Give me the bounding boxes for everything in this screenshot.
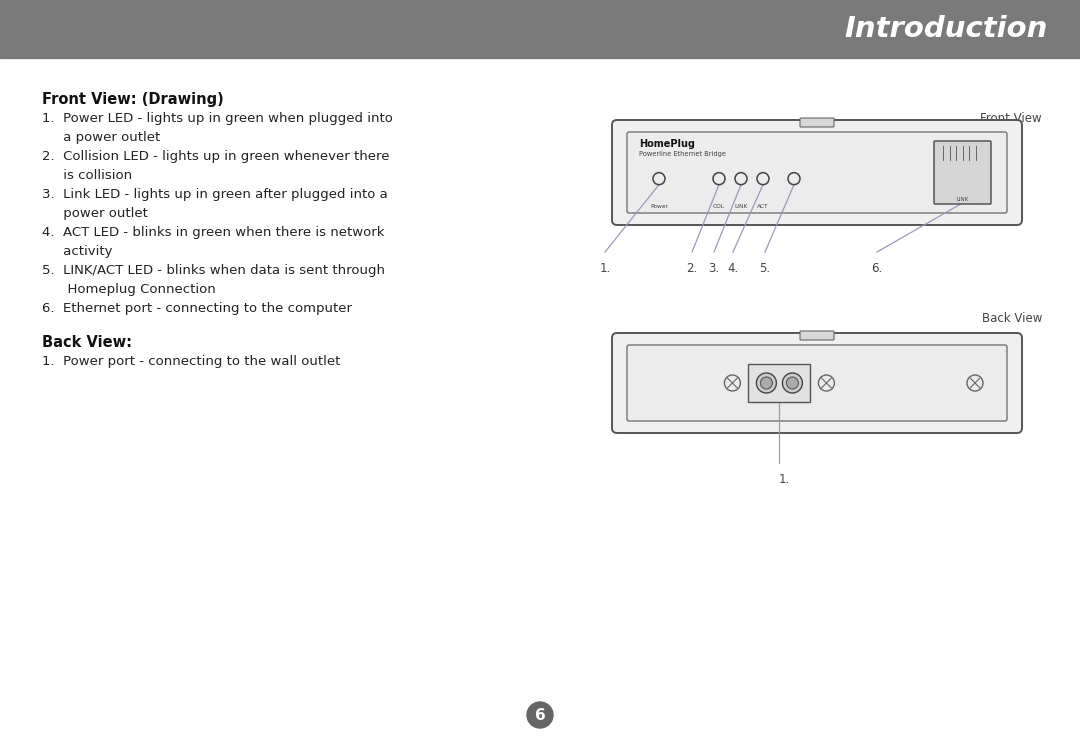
Text: LINK: LINK [734, 204, 747, 209]
Text: 6: 6 [535, 707, 545, 722]
Circle shape [782, 373, 802, 393]
Text: Introduction: Introduction [845, 15, 1048, 43]
Text: COL: COL [713, 204, 725, 209]
Text: HomePlug: HomePlug [639, 139, 696, 149]
Bar [748, 364, 810, 402]
FancyBboxPatch shape [612, 120, 1022, 225]
Text: 6.  Ethernet port - connecting to the computer: 6. Ethernet port - connecting to the com… [42, 302, 352, 315]
FancyBboxPatch shape [934, 141, 991, 204]
Text: 2.: 2. [687, 262, 698, 275]
Text: ACT: ACT [757, 204, 769, 209]
Circle shape [756, 373, 777, 393]
Circle shape [760, 377, 772, 389]
Text: Powerline Ethernet Bridge: Powerline Ethernet Bridge [639, 151, 726, 157]
Text: Front View: (Drawing): Front View: (Drawing) [42, 92, 224, 107]
Text: 2.  Collision LED - lights up in green whenever there: 2. Collision LED - lights up in green wh… [42, 150, 390, 163]
Circle shape [786, 377, 798, 389]
Text: a power outlet: a power outlet [42, 131, 160, 144]
Text: Homeplug Connection: Homeplug Connection [42, 283, 216, 296]
Text: activity: activity [42, 245, 112, 258]
Text: 1.: 1. [599, 262, 610, 275]
Text: LINK: LINK [957, 197, 969, 202]
Text: 4.  ACT LED - blinks in green when there is network: 4. ACT LED - blinks in green when there … [42, 226, 384, 239]
Text: is collision: is collision [42, 169, 132, 182]
Text: 5.  LINK/ACT LED - blinks when data is sent through: 5. LINK/ACT LED - blinks when data is se… [42, 264, 384, 277]
Text: power outlet: power outlet [42, 207, 148, 220]
FancyBboxPatch shape [627, 132, 1007, 213]
Text: 1.  Power port - connecting to the wall outlet: 1. Power port - connecting to the wall o… [42, 355, 340, 368]
Text: 1.: 1. [779, 473, 791, 486]
Text: Power: Power [650, 204, 667, 209]
Text: 5.: 5. [759, 262, 770, 275]
Circle shape [527, 702, 553, 728]
FancyBboxPatch shape [800, 331, 834, 340]
Text: Back View:: Back View: [42, 335, 132, 350]
Text: Front View: Front View [981, 112, 1042, 125]
FancyBboxPatch shape [800, 118, 834, 127]
Text: 6.: 6. [872, 262, 882, 275]
Text: 4.: 4. [727, 262, 739, 275]
Bar [0, 0, 1080, 58]
Text: 1.  Power LED - lights up in green when plugged into: 1. Power LED - lights up in green when p… [42, 112, 393, 125]
FancyBboxPatch shape [612, 333, 1022, 433]
Text: 3.  Link LED - lights up in green after plugged into a: 3. Link LED - lights up in green after p… [42, 188, 388, 201]
FancyBboxPatch shape [627, 345, 1007, 421]
Text: Back View: Back View [982, 312, 1042, 325]
Text: 3.: 3. [708, 262, 719, 275]
